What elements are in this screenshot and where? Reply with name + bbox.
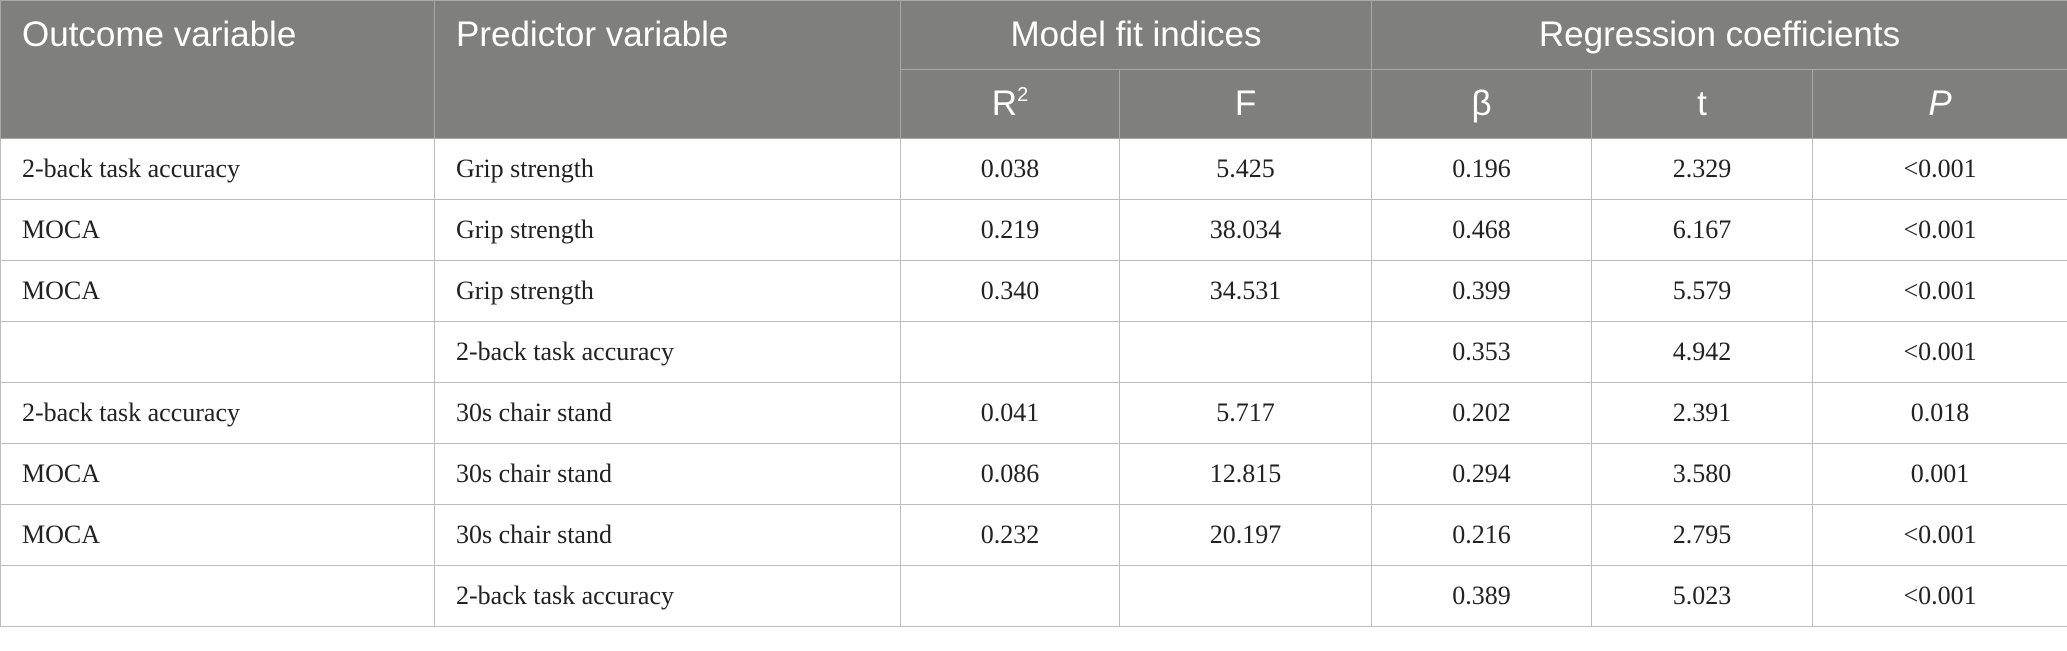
cell-f [1118, 565, 1373, 627]
cell-outcome [0, 565, 435, 627]
cell-t: 4.942 [1591, 321, 1814, 383]
cell-beta: 0.468 [1371, 199, 1593, 261]
header-p: P [1812, 69, 2067, 139]
cell-outcome: MOCA [0, 504, 435, 566]
cell-t: 6.167 [1591, 199, 1814, 261]
cell-p: 0.001 [1812, 443, 2067, 505]
cell-t: 2.391 [1591, 382, 1814, 444]
cell-r-squared: 0.086 [900, 443, 1120, 505]
cell-t: 5.023 [1591, 565, 1814, 627]
cell-r-squared: 0.219 [900, 199, 1120, 261]
cell-r-squared [900, 565, 1120, 627]
cell-r-squared: 0.041 [900, 382, 1120, 444]
cell-f: 5.717 [1118, 382, 1373, 444]
table-body: 2-back task accuracy Grip strength 0.038… [0, 138, 2067, 627]
cell-t: 5.579 [1591, 260, 1814, 322]
cell-outcome [0, 321, 435, 383]
cell-p: <0.001 [1812, 260, 2067, 322]
cell-t: 2.329 [1591, 138, 1814, 200]
cell-f: 34.531 [1118, 260, 1373, 322]
table-row: 2-back task accuracy Grip strength 0.038… [0, 138, 2067, 200]
table-row: MOCA 30s chair stand 0.232 20.197 0.216 … [0, 504, 2067, 566]
header-predictor-variable: Predictor variable [434, 0, 901, 139]
header-r-squared: R2 [900, 69, 1120, 139]
cell-p: <0.001 [1812, 199, 2067, 261]
header-f: F [1118, 69, 1373, 139]
cell-beta: 0.399 [1371, 260, 1593, 322]
cell-p: 0.018 [1812, 382, 2067, 444]
cell-predictor: 30s chair stand [434, 504, 901, 566]
table-row: 2-back task accuracy 30s chair stand 0.0… [0, 382, 2067, 444]
cell-p: <0.001 [1812, 504, 2067, 566]
cell-outcome: MOCA [0, 199, 435, 261]
header-outcome-variable: Outcome variable [0, 0, 435, 139]
table-row: MOCA 30s chair stand 0.086 12.815 0.294 … [0, 443, 2067, 505]
r-squared-base: R [991, 84, 1018, 123]
cell-predictor: 30s chair stand [434, 443, 901, 505]
cell-f: 12.815 [1118, 443, 1373, 505]
cell-beta: 0.353 [1371, 321, 1593, 383]
header-beta: β [1371, 69, 1593, 139]
regression-table: Outcome variable Predictor variable Mode… [0, 0, 2067, 627]
table-row: MOCA Grip strength 0.340 34.531 0.399 5.… [0, 260, 2067, 322]
cell-beta: 0.196 [1371, 138, 1593, 200]
cell-t: 2.795 [1591, 504, 1814, 566]
table-header: Outcome variable Predictor variable Mode… [0, 0, 2067, 139]
cell-outcome: MOCA [0, 260, 435, 322]
cell-outcome: MOCA [0, 443, 435, 505]
cell-f: 38.034 [1118, 199, 1373, 261]
cell-predictor: Grip strength [434, 138, 901, 200]
header-model-fit-indices: Model fit indices [899, 0, 1373, 70]
table-row: 2-back task accuracy 0.389 5.023 <0.001 [0, 565, 2067, 627]
cell-r-squared: 0.038 [900, 138, 1120, 200]
cell-outcome: 2-back task accuracy [0, 382, 435, 444]
cell-t: 3.580 [1591, 443, 1814, 505]
cell-p: <0.001 [1812, 138, 2067, 200]
cell-f: 5.425 [1118, 138, 1373, 200]
r-squared-superscript: 2 [1017, 84, 1029, 106]
cell-r-squared: 0.340 [900, 260, 1120, 322]
cell-beta: 0.216 [1371, 504, 1593, 566]
cell-f: 20.197 [1118, 504, 1373, 566]
cell-beta: 0.294 [1371, 443, 1593, 505]
cell-r-squared [900, 321, 1120, 383]
cell-predictor: 30s chair stand [434, 382, 901, 444]
table-row: 2-back task accuracy 0.353 4.942 <0.001 [0, 321, 2067, 383]
cell-predictor: Grip strength [434, 260, 901, 322]
cell-outcome: 2-back task accuracy [0, 138, 435, 200]
cell-r-squared: 0.232 [900, 504, 1120, 566]
cell-p: <0.001 [1812, 565, 2067, 627]
cell-p: <0.001 [1812, 321, 2067, 383]
cell-predictor: 2-back task accuracy [434, 565, 901, 627]
cell-f [1118, 321, 1373, 383]
header-regression-coefficients: Regression coefficients [1371, 0, 2067, 70]
table-row: MOCA Grip strength 0.219 38.034 0.468 6.… [0, 199, 2067, 261]
cell-predictor: Grip strength [434, 199, 901, 261]
cell-predictor: 2-back task accuracy [434, 321, 901, 383]
cell-beta: 0.202 [1371, 382, 1593, 444]
cell-beta: 0.389 [1371, 565, 1593, 627]
header-t: t [1591, 69, 1814, 139]
